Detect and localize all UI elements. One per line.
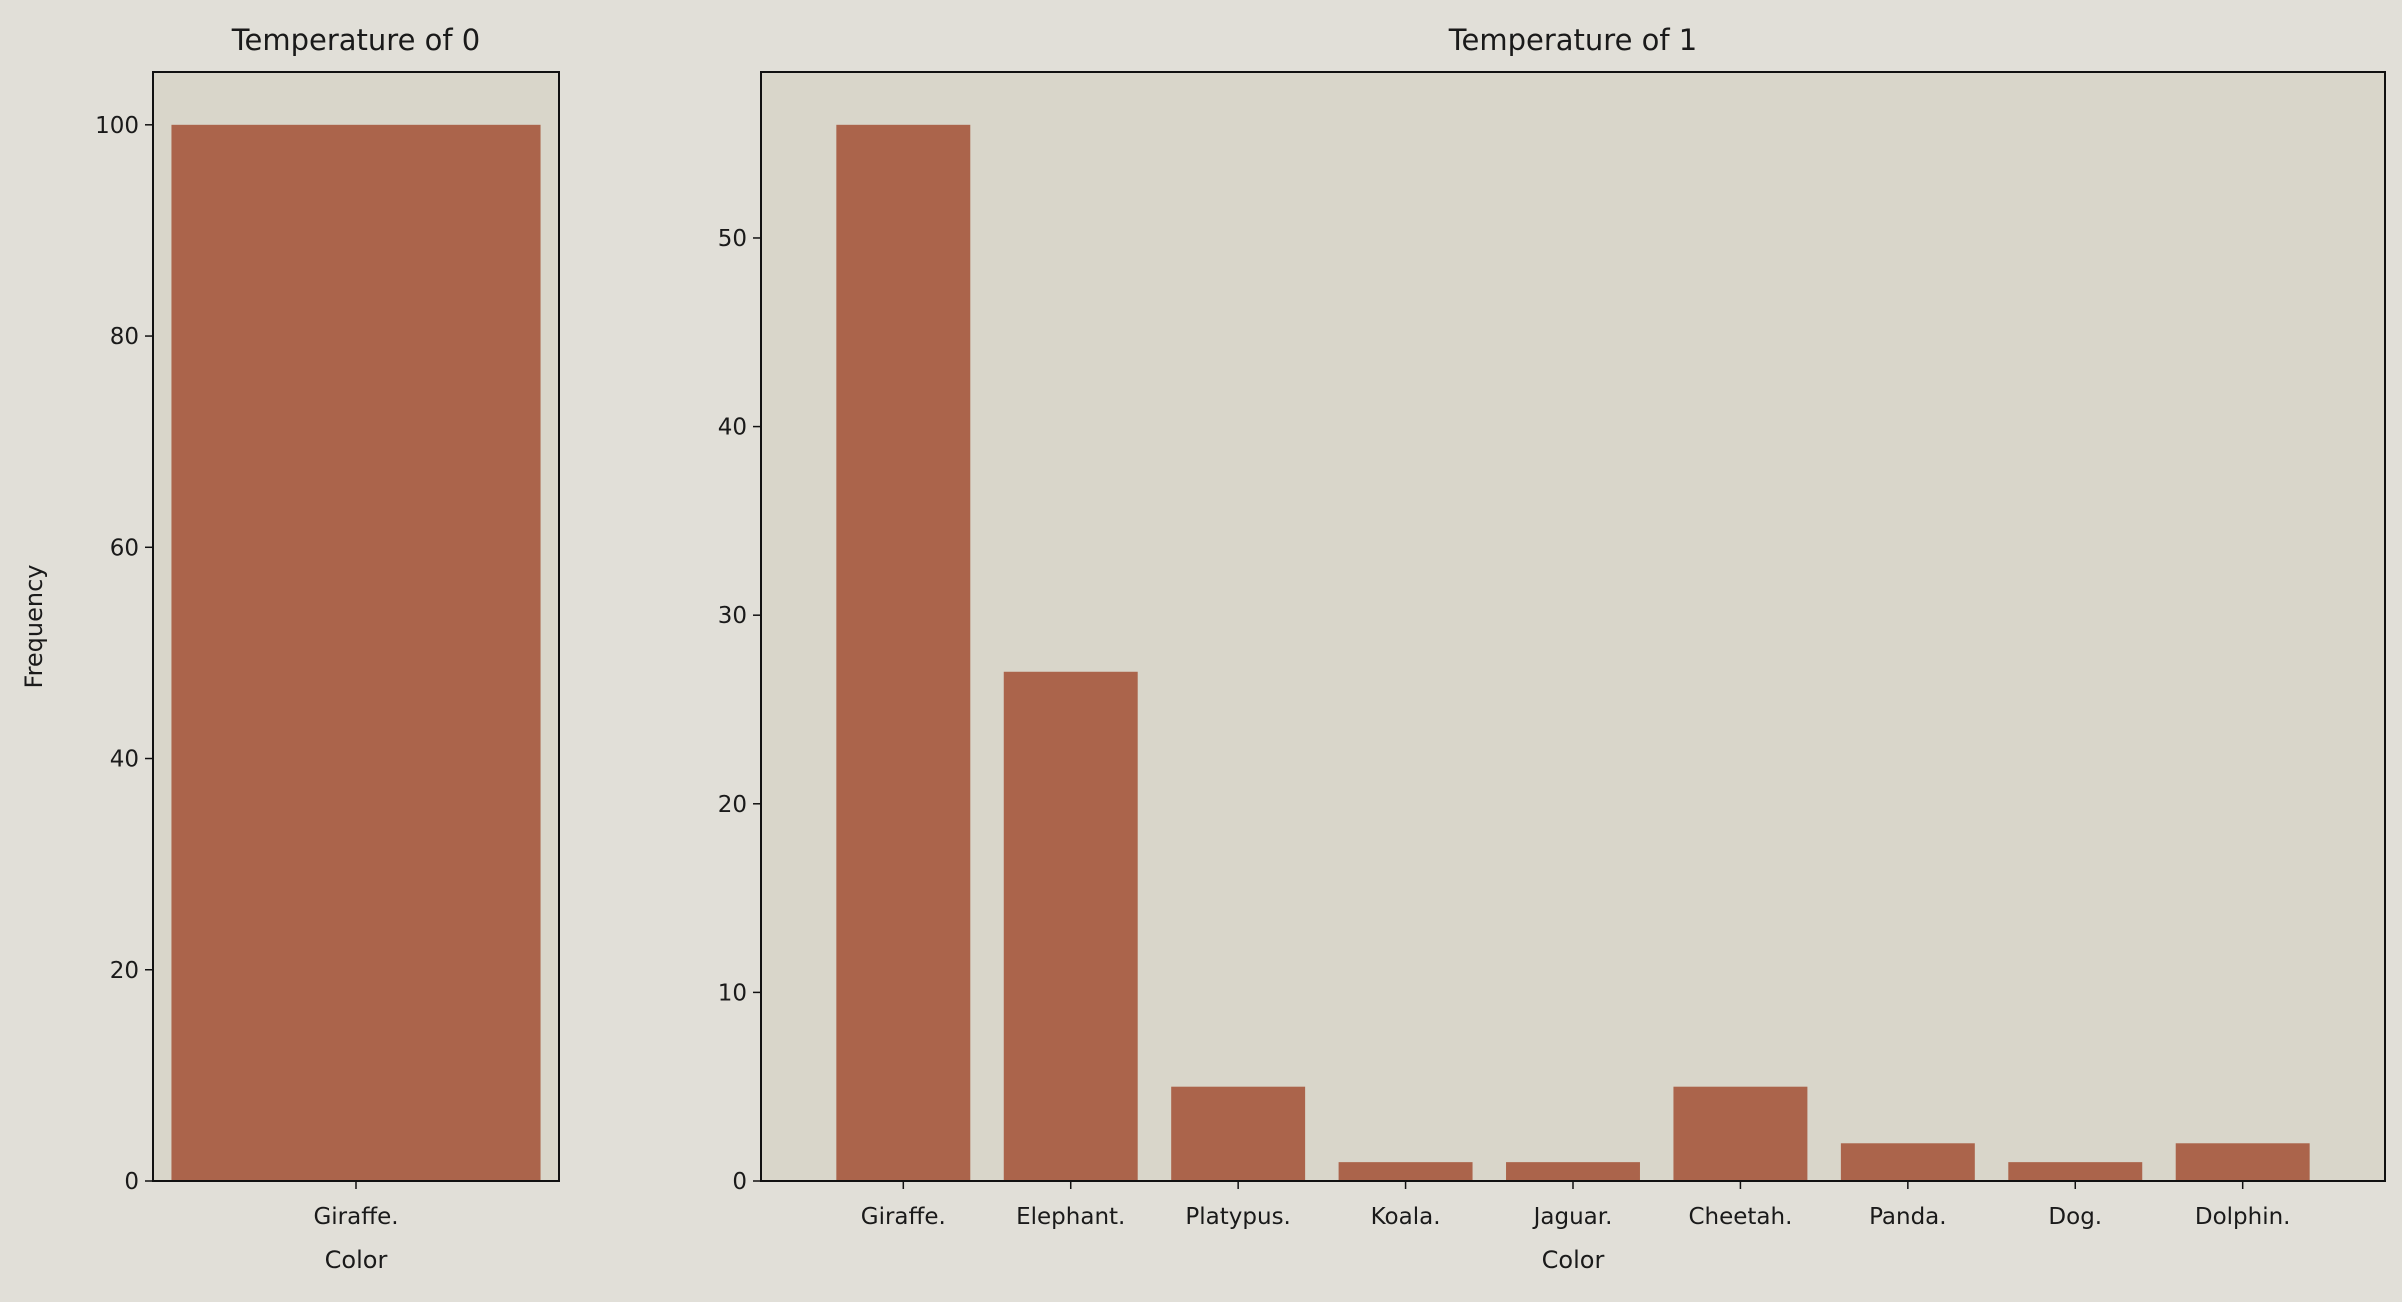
bar-platypus: [1171, 1086, 1306, 1181]
y-tick-label: 80: [110, 324, 139, 350]
y-axis-label: Frequency: [20, 565, 48, 689]
y-tick-label: 20: [718, 792, 747, 818]
subplot-title: Temperature of 1: [1448, 23, 1698, 57]
y-tick-label: 30: [718, 603, 747, 629]
y-tick-label: 10: [718, 980, 747, 1006]
subplot-1: 0 10 20 30 40 50 Giraffe. Elephant. Platypus. Koa…: [718, 23, 2386, 1274]
bar-dog: [2008, 1162, 2143, 1181]
bar-jaguar: [1506, 1162, 1640, 1181]
bar-dolphin: [2175, 1143, 2310, 1181]
y-tick-label: 0: [124, 1169, 139, 1195]
y-tick-label: 40: [718, 415, 747, 441]
x-tick-label: Dog.: [2048, 1204, 2102, 1230]
x-tick-label: Dolphin.: [2195, 1204, 2291, 1230]
x-tick-label: Koala.: [1371, 1204, 1441, 1230]
x-tick-label: Giraffe.: [861, 1204, 946, 1230]
x-tick-label: Jaguar.: [1532, 1204, 1613, 1230]
x-tick-label: Elephant.: [1016, 1204, 1125, 1230]
x-tick-label: Platypus.: [1185, 1204, 1290, 1230]
subplot-title: Temperature of 0: [231, 23, 481, 57]
x-tick-label: Giraffe.: [313, 1204, 398, 1230]
x-axis-label: Color: [325, 1246, 388, 1274]
y-tick-label: 20: [110, 958, 139, 984]
x-tick-label: Cheetah.: [1688, 1204, 1792, 1230]
bar-panda: [1840, 1143, 1975, 1181]
bar-cheetah: [1673, 1086, 1808, 1181]
bar-giraffe: [171, 124, 541, 1181]
y-tick-label: 100: [95, 113, 139, 139]
y-tick-label: 40: [110, 747, 139, 773]
subplot-0: 0 20 40 60 80 100 Giraffe. Temperature of 0 Colo…: [20, 23, 560, 1274]
bar-elephant: [1003, 671, 1138, 1181]
bar-giraffe: [836, 124, 971, 1181]
y-tick-label: 60: [110, 535, 139, 561]
bar-koala: [1338, 1162, 1473, 1181]
x-axis-label: Color: [1542, 1246, 1605, 1274]
y-tick-label: 0: [732, 1169, 747, 1195]
y-tick-label: 50: [718, 226, 747, 252]
x-tick-label: Panda.: [1869, 1204, 1947, 1230]
